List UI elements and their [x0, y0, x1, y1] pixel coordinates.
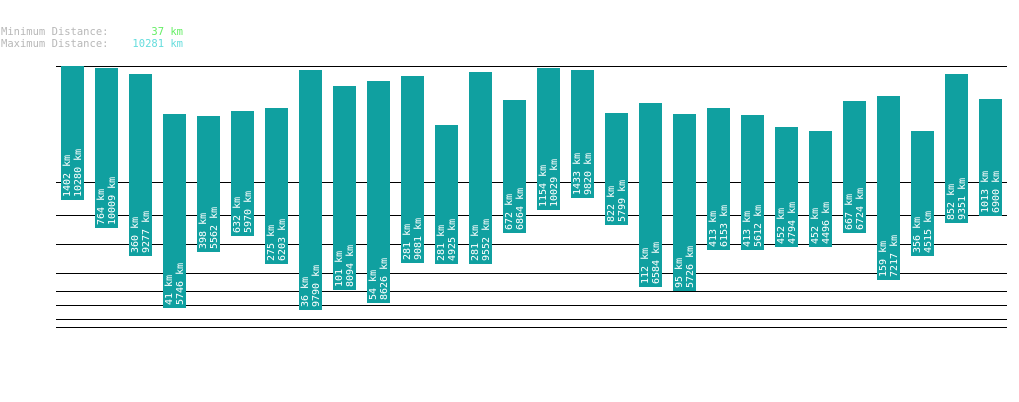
- bar-label-min: 822 km: [606, 186, 617, 222]
- distance-bar: [673, 114, 696, 291]
- bar-label-min: 36 km: [300, 277, 311, 307]
- bar-label-min: 281 km: [470, 225, 481, 261]
- bar-label-max: 9277 km: [141, 211, 152, 253]
- maximum-distance-label: Maximum Distance:: [1, 38, 109, 50]
- bar-label-min: 1154 km: [538, 165, 549, 207]
- distance-bar: [605, 113, 628, 225]
- bar-label-max: 6724 km: [855, 188, 866, 230]
- bar-label-min: 852 km: [946, 184, 957, 220]
- bar-label-min: 356 km: [912, 217, 923, 253]
- bar-label-min: 672 km: [504, 194, 515, 230]
- distance-bar: [843, 101, 866, 233]
- distance-bar: [469, 72, 492, 264]
- bar-label-min: 452 km: [776, 208, 787, 244]
- bar-label-min: 764 km: [96, 189, 107, 225]
- distance-bar: [503, 100, 526, 233]
- distance-bar: [809, 131, 832, 247]
- bar-label-min: 360 km: [130, 217, 141, 253]
- bar-label-max: 10009 km: [107, 177, 118, 225]
- distance-bar: [707, 108, 730, 250]
- maximum-distance-row: Maximum Distance: 10281 km: [1, 38, 183, 50]
- distance-bar: [435, 125, 458, 264]
- bar-label-min: 95 km: [674, 258, 685, 288]
- distance-bar: [571, 70, 594, 198]
- distance-bar: [367, 81, 390, 303]
- bar-label-min: 275 km: [266, 225, 277, 261]
- bar-label-max: 6203 km: [277, 219, 288, 261]
- distance-bar: [401, 76, 424, 263]
- bar-label-min: 112 km: [640, 248, 651, 284]
- bar-label-max: 5562 km: [209, 207, 220, 249]
- distance-bar: [979, 99, 1002, 216]
- bar-label-min: 1402 km: [62, 155, 73, 197]
- bar-label-min: 1433 km: [572, 153, 583, 195]
- bar-label-max: 4515 km: [923, 211, 934, 253]
- distance-bar: [265, 108, 288, 264]
- bar-label-max: 5970 km: [243, 191, 254, 233]
- bar-label-max: 5799 km: [617, 180, 628, 222]
- bar-label-max: 4925 km: [447, 219, 458, 261]
- bar-label-min: 413 km: [742, 211, 753, 247]
- bar-label-min: 398 km: [198, 213, 209, 249]
- bar-label-max: 9081 km: [413, 218, 424, 260]
- bar-label-max: 9552 km: [481, 219, 492, 261]
- bar-label-max: 5612 km: [753, 205, 764, 247]
- bar-label-min: 1013 km: [980, 171, 991, 213]
- distance-bar: [333, 86, 356, 290]
- bar-label-max: 7217 km: [889, 235, 900, 277]
- distance-bar: [639, 103, 662, 287]
- maximum-distance-value: 10281 km: [132, 38, 183, 50]
- distance-bar: [129, 74, 152, 256]
- bar-label-max: 9790 km: [311, 265, 322, 307]
- bar-label-min: 281 km: [436, 225, 447, 261]
- bar-label-max: 5726 km: [685, 246, 696, 288]
- bar-label-max: 4794 km: [787, 202, 798, 244]
- bar-label-max: 4496 km: [821, 202, 832, 244]
- minimum-distance-row: Minimum Distance: 37 km: [1, 26, 183, 38]
- bar-label-max: 6153 km: [719, 205, 730, 247]
- bar-label-min: 54 km: [368, 270, 379, 300]
- distance-bar: [61, 66, 84, 200]
- bar-label-min: 281 km: [402, 224, 413, 260]
- bar-label-min: 413 km: [708, 211, 719, 247]
- bar-label-max: 5746 km: [175, 263, 186, 305]
- bar-label-min: 452 km: [810, 208, 821, 244]
- bar-label-max: 6864 km: [515, 188, 526, 230]
- bar-label-max: 6900 km: [991, 171, 1002, 213]
- distance-bar: [911, 131, 934, 256]
- minimum-distance-label: Minimum Distance:: [1, 26, 109, 38]
- distance-bar: [537, 68, 560, 210]
- distance-bar: [945, 74, 968, 223]
- distance-bar: [775, 127, 798, 247]
- distance-bar: [877, 96, 900, 280]
- minimum-distance-value: 37 km: [151, 26, 183, 38]
- bar-label-min: 41 km: [164, 275, 175, 305]
- distance-bar: [163, 114, 186, 308]
- bar-label-min: 667 km: [844, 194, 855, 230]
- bar-label-max: 6584 km: [651, 242, 662, 284]
- bar-label-min: 632 km: [232, 197, 243, 233]
- bar-label-max: 8094 km: [345, 245, 356, 287]
- distance-bar: [299, 70, 322, 310]
- distance-bar: [741, 115, 764, 250]
- bar-label-max: 8626 km: [379, 258, 390, 300]
- bar-label-max: 9820 km: [583, 153, 594, 195]
- bar-label-max: 10280 km: [73, 149, 84, 197]
- bar-label-min: 159 km: [878, 241, 889, 277]
- bar-label-max: 10029 km: [549, 159, 560, 207]
- bar-label-max: 9351 km: [957, 178, 968, 220]
- distance-bar: [231, 111, 254, 236]
- distance-bar: [95, 68, 118, 228]
- bar-label-min: 101 km: [334, 251, 345, 287]
- distance-bar: [197, 116, 220, 252]
